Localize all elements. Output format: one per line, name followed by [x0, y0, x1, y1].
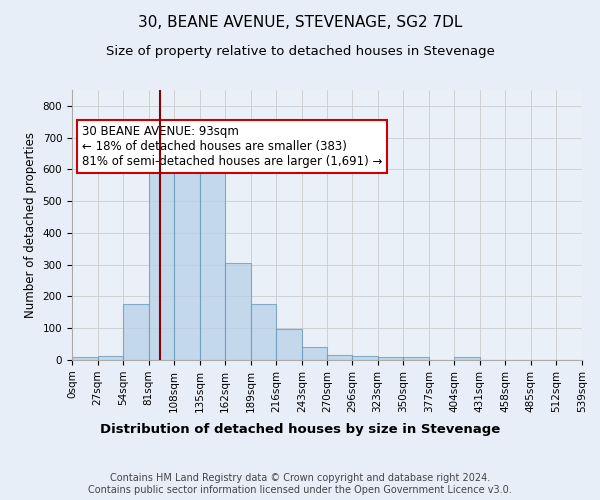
Bar: [225, 263, 251, 360]
Bar: [251, 304, 277, 360]
Bar: [403, 358, 429, 360]
Y-axis label: Number of detached properties: Number of detached properties: [24, 132, 37, 318]
Bar: [149, 164, 174, 360]
Bar: [98, 356, 123, 360]
Text: Distribution of detached houses by size in Stevenage: Distribution of detached houses by size …: [100, 422, 500, 436]
Bar: [174, 163, 200, 360]
Bar: [123, 304, 149, 360]
Bar: [72, 358, 98, 360]
Text: Size of property relative to detached houses in Stevenage: Size of property relative to detached ho…: [106, 45, 494, 58]
Bar: [352, 356, 377, 360]
Bar: [302, 348, 328, 360]
Text: Contains HM Land Registry data © Crown copyright and database right 2024.
Contai: Contains HM Land Registry data © Crown c…: [88, 474, 512, 495]
Text: 30 BEANE AVENUE: 93sqm
← 18% of detached houses are smaller (383)
81% of semi-de: 30 BEANE AVENUE: 93sqm ← 18% of detached…: [82, 125, 383, 168]
Bar: [277, 329, 302, 360]
Text: 30, BEANE AVENUE, STEVENAGE, SG2 7DL: 30, BEANE AVENUE, STEVENAGE, SG2 7DL: [138, 15, 462, 30]
Bar: [454, 358, 480, 360]
Bar: [328, 355, 352, 360]
Bar: [200, 154, 225, 360]
Bar: [377, 357, 403, 360]
